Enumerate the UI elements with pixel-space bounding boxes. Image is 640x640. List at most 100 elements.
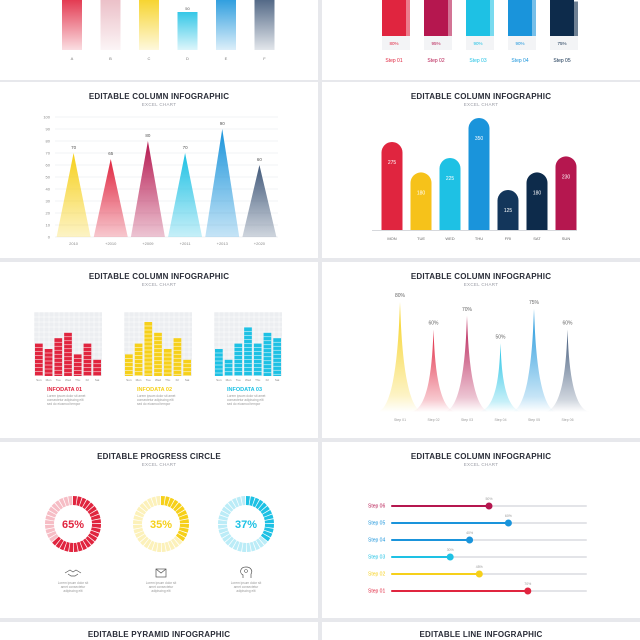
mini-bar (173, 338, 182, 376)
card-title: EDITABLE COLUMN INFOGRAPHIC (88, 92, 230, 101)
spike-bar (409, 329, 458, 412)
caption: Lorem ipsum dolor sit (146, 581, 177, 585)
progress-segment (137, 534, 147, 542)
progress-segment (237, 542, 243, 552)
progress-segment (164, 541, 171, 552)
x-tick-label: Step 05 (553, 58, 570, 64)
mini-bar (125, 354, 133, 376)
card-subtitle: EXCEL CHART (463, 462, 499, 467)
progress-segment (177, 530, 188, 538)
progress-segment (264, 519, 274, 524)
data-label: 50% (485, 497, 492, 501)
progress-segment (179, 519, 189, 524)
pill-bar (381, 142, 403, 230)
y-tick-label: 0 (48, 235, 51, 240)
card-subtitle: EXCEL CHART (141, 462, 177, 467)
y-tick-label: 40 (46, 187, 51, 192)
pill-bar (468, 118, 490, 230)
card-title: EDITABLE PROGRESS CIRCLE (97, 452, 221, 461)
progress-segment (258, 536, 268, 545)
progress-segment (161, 542, 166, 552)
card-spike-column: EDITABLE COLUMN INFOGRAPHIC EXCEL CHART … (322, 262, 640, 438)
data-label: 90 (220, 121, 226, 126)
progress-segment (87, 533, 98, 542)
y-tick-label: 100 (43, 115, 50, 120)
data-label: 60% (562, 321, 573, 327)
data-label: 95% (431, 41, 440, 46)
progress-segment (51, 503, 61, 512)
bar-side (532, 0, 536, 36)
x-tick-label: Thu (255, 378, 261, 382)
y-tick-label: Step 02 (368, 572, 385, 578)
caption: adipiscing elit (151, 589, 170, 593)
head-idea-icon (240, 566, 253, 578)
card-title: EDITABLE COLUMN INFOGRAPHIC (410, 272, 552, 281)
x-tick-label: Step 02 (427, 58, 444, 64)
data-label: 60% (505, 514, 512, 518)
progress-segment (55, 500, 63, 510)
card-top-right: 80% Step 01 95% Step 02 90% Step 03 90% Step 04… (322, 0, 640, 80)
progress-segment (156, 496, 161, 506)
x-tick-label: Mon (136, 378, 142, 382)
x-tick-label: +2010 (105, 241, 117, 246)
data-label: 230 (562, 174, 571, 180)
data-label: 350 (475, 136, 484, 142)
caption: consectetur adipiscing elit (227, 398, 264, 402)
x-tick-label: MON (387, 236, 396, 241)
caption: consectetur adipiscing elit (137, 398, 174, 402)
y-tick-label: 80 (46, 139, 51, 144)
card-progress-circles: EDITABLE PROGRESS CIRCLE EXCEL CHART 65%… (0, 442, 318, 618)
caption: sed do eiusmod tempor (227, 402, 261, 406)
series-label: INFODATA 03 (227, 387, 262, 393)
progress-segment (256, 538, 264, 548)
progress-segment (218, 515, 228, 521)
progress-segment (175, 533, 186, 542)
bar (508, 0, 532, 36)
caption: amet consectetur (234, 585, 259, 589)
bar (382, 0, 406, 36)
pill-bar (555, 156, 577, 230)
mini-bar (163, 349, 172, 376)
pill-bar (439, 158, 461, 230)
y-tick-label: 90 (46, 127, 51, 132)
progress-segment (236, 496, 243, 507)
progress-segment (143, 538, 152, 549)
card-subtitle: EXCEL CHART (141, 102, 177, 107)
progress-segment (262, 530, 273, 538)
data-label: 70 (71, 145, 77, 150)
progress-segment (258, 502, 267, 512)
progress-segment (91, 524, 101, 528)
bar-base (508, 36, 536, 50)
progress-segment (263, 514, 274, 521)
progress-segment (49, 534, 59, 542)
head-shape (240, 566, 253, 578)
spike-column-chart: 80% Step 01 60% Step 02 70% Step 03 50% Step 04… (376, 293, 592, 422)
bar (550, 0, 574, 36)
progress-value: 37% (235, 519, 257, 531)
progress-segment (73, 542, 78, 552)
pill-bar (410, 172, 432, 230)
bar-end-dot (446, 553, 454, 561)
progress-segment (219, 510, 230, 518)
progress-segment (151, 496, 158, 507)
card-horizontal-steps: EDITABLE COLUMN INFOGRAPHIC EXCEL CHART … (322, 442, 640, 618)
x-tick-label: Tue (146, 378, 151, 382)
x-tick-label: Sat (275, 378, 280, 382)
progress-value: 35% (150, 519, 172, 531)
pill-bar-base (439, 219, 461, 230)
progress-segment (228, 538, 237, 549)
progress-segment (157, 542, 161, 552)
x-tick-label: Step 04 (511, 58, 528, 64)
progress-segment (87, 506, 97, 514)
mini-bar (144, 322, 153, 376)
data-label: 90% (473, 41, 482, 46)
progress-segment (80, 540, 87, 550)
progress-segment (79, 497, 87, 508)
progress-segment (225, 536, 234, 546)
bar-end-dot (475, 570, 483, 578)
caption: Lorem ipsum dolor sit amet (137, 394, 176, 398)
x-tick-label: Tue (236, 378, 241, 382)
x-tick-label: FRI (505, 236, 511, 241)
x-tick-label: Wed (65, 378, 71, 382)
x-tick-label: WED (445, 236, 454, 241)
